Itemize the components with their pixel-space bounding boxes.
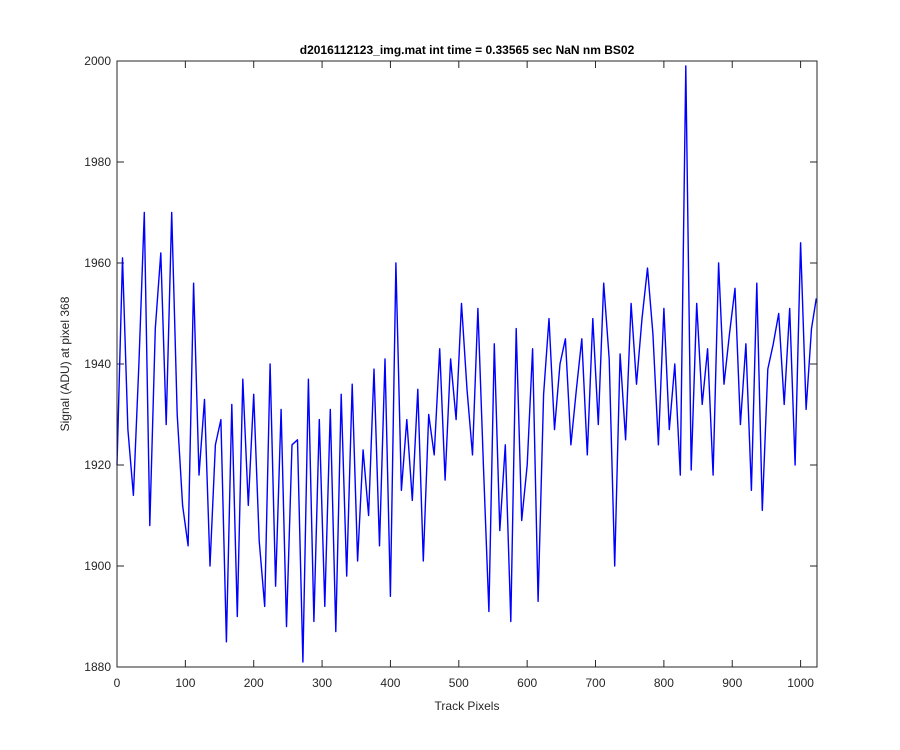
y-axis-label: Signal (ADU) at pixel 368	[58, 296, 72, 431]
series-line	[116, 65, 817, 663]
x-tick-label: 1000	[787, 676, 814, 690]
plot-area	[117, 61, 817, 667]
x-tick-label: 700	[586, 676, 606, 690]
y-tick-label: 1960	[84, 256, 111, 270]
x-tick-label: 400	[380, 676, 400, 690]
x-tick-label: 500	[449, 676, 469, 690]
plot-frame	[116, 60, 818, 668]
y-tick-label: 1980	[84, 155, 111, 169]
x-tick-label: 800	[654, 676, 674, 690]
x-axis-label: Track Pixels	[435, 699, 500, 713]
y-tick-label: 1920	[84, 458, 111, 472]
axis-ticks: 0 100 200 300 400 500 600 700 800 900 1000 1880 1900…	[84, 54, 817, 690]
x-tick-label: 200	[244, 676, 264, 690]
x-tick-label: 300	[312, 676, 332, 690]
y-tick-label: 1940	[84, 357, 111, 371]
x-tick-label: 900	[722, 676, 742, 690]
chart-title: d2016112123_img.mat int time = 0.33565 s…	[300, 43, 635, 57]
x-tick-label: 0	[114, 676, 121, 690]
y-tick-label: 1900	[84, 559, 111, 573]
y-tick-label: 2000	[84, 54, 111, 68]
x-tick-label: 100	[175, 676, 195, 690]
x-tick-label: 600	[517, 676, 537, 690]
y-tick-label: 1880	[84, 660, 111, 674]
